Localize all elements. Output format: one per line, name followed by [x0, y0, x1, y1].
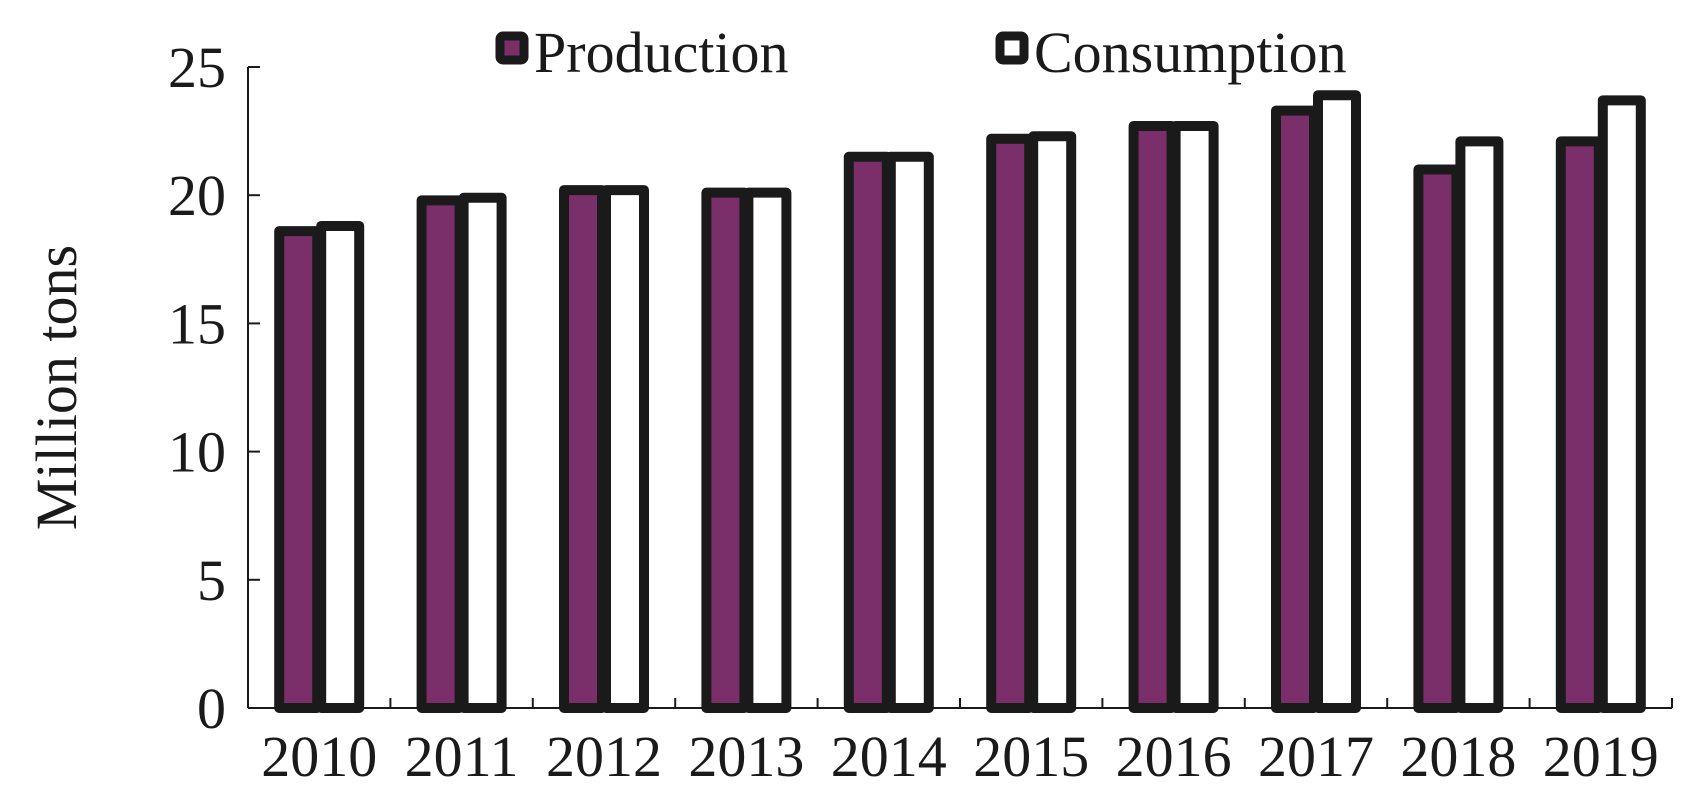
- bar-consumption-2012: [601, 185, 649, 713]
- bar-production-2019: [1555, 136, 1604, 713]
- y-axis-title: Million tons: [24, 245, 89, 530]
- legend-swatch-consumption: [995, 31, 1029, 65]
- bar-production-2017: [1271, 105, 1319, 713]
- bars: [274, 90, 1646, 714]
- x-tick-label: 2013: [688, 724, 804, 789]
- bar-consumption-2013: [743, 187, 792, 714]
- bar-production-2013: [701, 187, 750, 714]
- bar-consumption-2011: [458, 192, 507, 713]
- bar-production-2015: [986, 133, 1035, 714]
- x-tick-label: 2017: [1258, 724, 1374, 789]
- y-axis-ticks: 0 5 10 15 20 25: [168, 35, 260, 741]
- x-tick-label: 2016: [1116, 724, 1232, 789]
- bar-consumption-2014: [885, 151, 934, 714]
- y-tick-label: 15: [168, 291, 226, 356]
- y-tick-label: 0: [197, 676, 226, 741]
- bar-consumption-2015: [1028, 131, 1077, 713]
- bar-production-2010: [274, 226, 323, 713]
- x-tick-label: 2011: [405, 724, 519, 789]
- x-tick-label: 2019: [1543, 724, 1659, 789]
- y-tick-label: 25: [168, 35, 226, 100]
- legend-label-production: Production: [534, 20, 789, 85]
- bar-production-2012: [559, 185, 607, 713]
- x-tick-label: 2018: [1400, 724, 1516, 789]
- bar-production-2011: [416, 195, 465, 713]
- x-tick-label: 2010: [261, 724, 377, 789]
- x-tick-label: 2012: [546, 724, 662, 789]
- legend-swatch-production: [495, 31, 529, 65]
- bar-consumption-2019: [1597, 95, 1646, 714]
- bar-production-2014: [843, 151, 892, 714]
- x-tick-label: 2014: [831, 724, 947, 789]
- y-tick-label: 20: [168, 163, 226, 228]
- x-axis-ticks: 2010 2011 2012 2013 2014 2015 2016 2017 2018 2019: [261, 698, 1673, 789]
- bar-consumption-2018: [1455, 136, 1504, 713]
- x-tick-label: 2015: [973, 724, 1089, 789]
- bar-consumption-2016: [1170, 120, 1219, 714]
- bar-consumption-2017: [1313, 90, 1361, 714]
- y-tick-label: 10: [168, 420, 226, 485]
- bar-consumption-2010: [316, 220, 365, 714]
- y-tick-label: 5: [197, 548, 226, 613]
- legend-label-consumption: Consumption: [1034, 20, 1347, 85]
- bar-production-2018: [1413, 164, 1462, 713]
- bar-production-2016: [1128, 120, 1177, 714]
- legend: Production Consumption: [495, 20, 1347, 85]
